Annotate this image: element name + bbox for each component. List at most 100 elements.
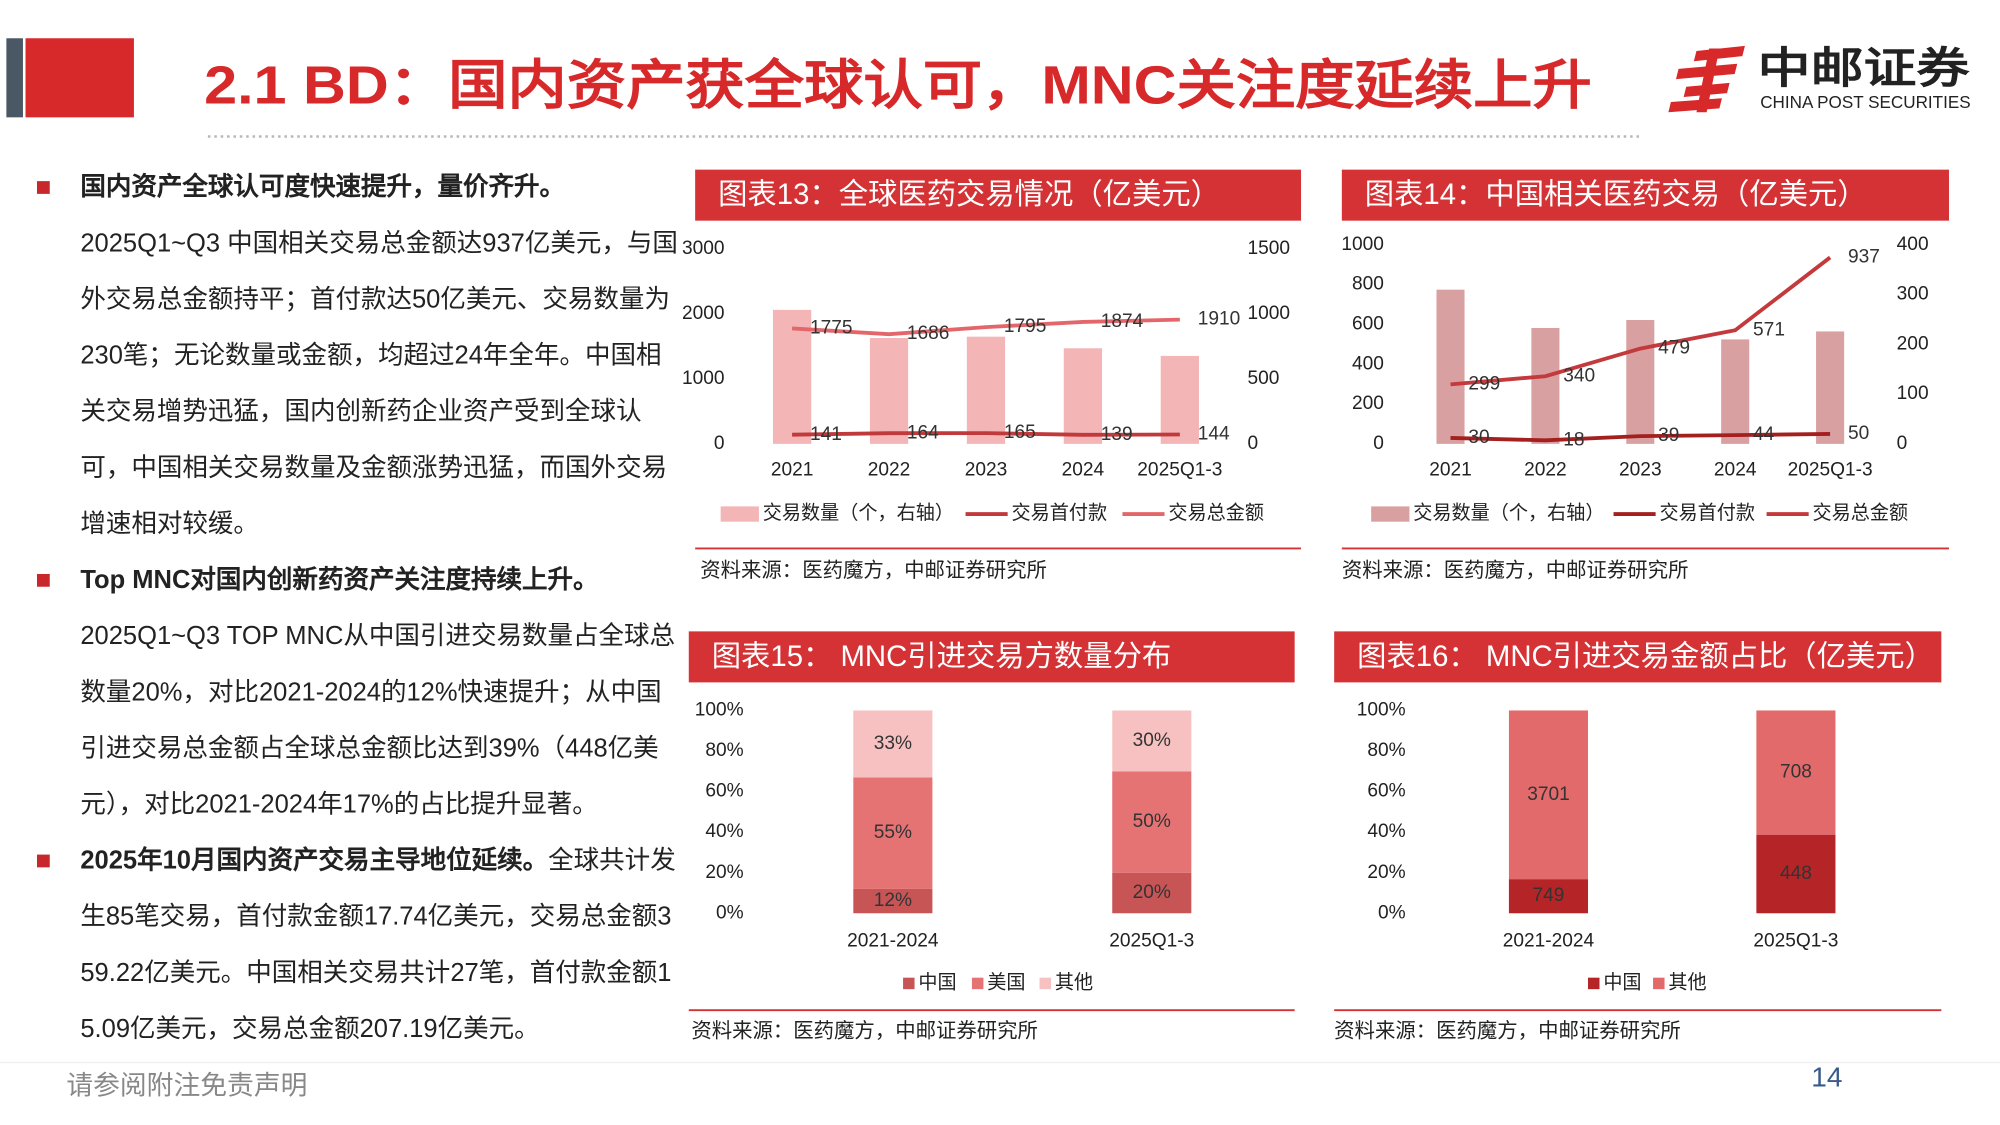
chart-title: 图表16： MNC引进交易金额占比（亿美元） [1357, 640, 1934, 673]
y2-tick-label: 0 [1897, 433, 1908, 454]
bar [1531, 327, 1560, 444]
data-label: 50% [1133, 811, 1171, 832]
legend-swatch [903, 977, 915, 990]
y-tick-label: 100% [695, 700, 744, 721]
x-tick-label: 2024 [1714, 460, 1757, 481]
bar [1816, 331, 1845, 444]
bullet: Top MNC对国内创新药资产关注度持续上升。 2025Q1~Q3 TOP MNC… [36, 552, 682, 833]
chart-title: 图表13：全球医药交易情况（亿美元） [718, 178, 1220, 211]
data-label: 1874 [1101, 311, 1144, 332]
bar-segment [853, 777, 933, 889]
data-label: 1686 [907, 323, 950, 344]
bar-segment [1756, 710, 1836, 835]
data-label: 165 [1004, 422, 1036, 443]
x-tick-label: 2021-2024 [847, 930, 939, 951]
x-tick-label: 2025Q1-3 [1109, 930, 1194, 951]
data-label: 30 [1468, 427, 1489, 448]
chart-source: 资料来源：医药魔方，中邮证券研究所 [1342, 559, 1689, 582]
data-label: 1795 [1004, 316, 1047, 337]
y2-tick-label: 500 [1247, 368, 1279, 389]
x-tick-label: 2023 [965, 460, 1008, 481]
data-label: 20% [1133, 882, 1171, 903]
bullet-list: 国内资产全球认可度快速提升，量价齐升。 2025Q1~Q3 中国相关交易总金额达9… [36, 159, 682, 1057]
legend-swatch [1039, 977, 1052, 990]
y-tick-label: 20% [705, 862, 743, 883]
line [1450, 255, 1832, 387]
y-tick-label: 2000 [682, 303, 725, 324]
legend-label: 其他 [1055, 971, 1093, 993]
legend-label: 美国 [987, 971, 1025, 993]
chart-title-bar [1341, 169, 1949, 221]
y2-tick-label: 400 [1897, 234, 1929, 255]
data-label: 39 [1658, 425, 1679, 446]
x-tick-label: 2022 [1524, 460, 1567, 481]
data-label: 55% [874, 822, 912, 843]
y-tick-label: 1000 [682, 368, 725, 389]
data-label: 18 [1563, 429, 1584, 450]
bullet-lead: 2025年10月国内资产交易主导地位延续。 [80, 846, 549, 875]
data-label: 3701 [1527, 784, 1570, 805]
data-label: 164 [907, 422, 939, 443]
y-tick-label: 400 [1352, 353, 1384, 374]
data-label: 749 [1533, 885, 1565, 906]
x-tick-label: 2021-2024 [1503, 930, 1595, 951]
y-tick-label: 600 [1352, 314, 1384, 335]
logo-name: 中邮证券 [1758, 45, 1971, 93]
bar [1721, 339, 1750, 444]
bullet-marker [36, 573, 50, 587]
chart-title: 图表15： MNC引进交易方数量分布 [712, 640, 1172, 673]
line [1450, 432, 1831, 443]
header-accent [6, 38, 23, 118]
data-label: 448 [1780, 863, 1812, 884]
y-tick-label: 20% [1367, 862, 1405, 883]
x-tick-label: 2025Q1-3 [1137, 460, 1222, 481]
x-tick-label: 2023 [1619, 460, 1662, 481]
y-tick-label: 200 [1352, 393, 1384, 414]
bar [1626, 320, 1655, 444]
y-tick-label: 0% [716, 902, 744, 923]
chart-source: 资料来源：医药魔方，中邮证券研究所 [691, 1019, 1038, 1042]
chart-title: 图表14：中国相关医药交易（亿美元） [1365, 178, 1867, 211]
bar-segment [1508, 710, 1589, 880]
y2-tick-label: 1000 [1247, 303, 1290, 324]
data-label: 12% [874, 890, 912, 911]
bullet-lead: Top MNC对国内创新药资产关注度持续上升。 [80, 566, 599, 595]
bar-segment [1508, 879, 1589, 914]
bar-segment [1756, 834, 1836, 914]
y-tick-label: 3000 [682, 238, 725, 259]
y-tick-label: 800 [1352, 274, 1384, 295]
data-label: 479 [1658, 338, 1690, 359]
x-tick-label: 2021 [771, 460, 814, 481]
legend-swatch [1371, 506, 1410, 522]
data-label: 299 [1468, 373, 1500, 394]
bullet-text: 2025Q1~Q3 TOP MNC从中国引进交易数量占全球总数量20%，对比20… [80, 622, 676, 819]
y-tick-label: 0% [1378, 902, 1406, 923]
data-label: 33% [874, 733, 912, 754]
x-tick-label: 2024 [1062, 460, 1105, 481]
bar-segment [1112, 710, 1192, 772]
data-label: 50 [1848, 423, 1869, 444]
data-label: 144 [1198, 424, 1230, 445]
bullet-lead: 国内资产全球认可度快速提升，量价齐升。 [80, 173, 566, 202]
bar-segment [853, 710, 933, 778]
y-tick-label: 60% [1367, 781, 1405, 802]
y-tick-label: 80% [705, 740, 743, 761]
data-label: 44 [1753, 424, 1775, 445]
legend-label: 其他 [1668, 971, 1706, 993]
line [792, 431, 1180, 437]
legend-label: 中国 [918, 971, 956, 993]
line [791, 317, 1180, 337]
data-label: 1775 [810, 317, 853, 338]
bar [1063, 348, 1103, 444]
legend-swatch [971, 977, 984, 990]
bar [772, 309, 812, 444]
bar-segment [1112, 872, 1192, 914]
y-tick-label: 0 [1373, 433, 1384, 454]
y-tick-label: 40% [705, 821, 743, 842]
legend-swatch [1653, 977, 1665, 990]
y-tick-label: 80% [1367, 740, 1405, 761]
bar-segment [853, 888, 933, 914]
